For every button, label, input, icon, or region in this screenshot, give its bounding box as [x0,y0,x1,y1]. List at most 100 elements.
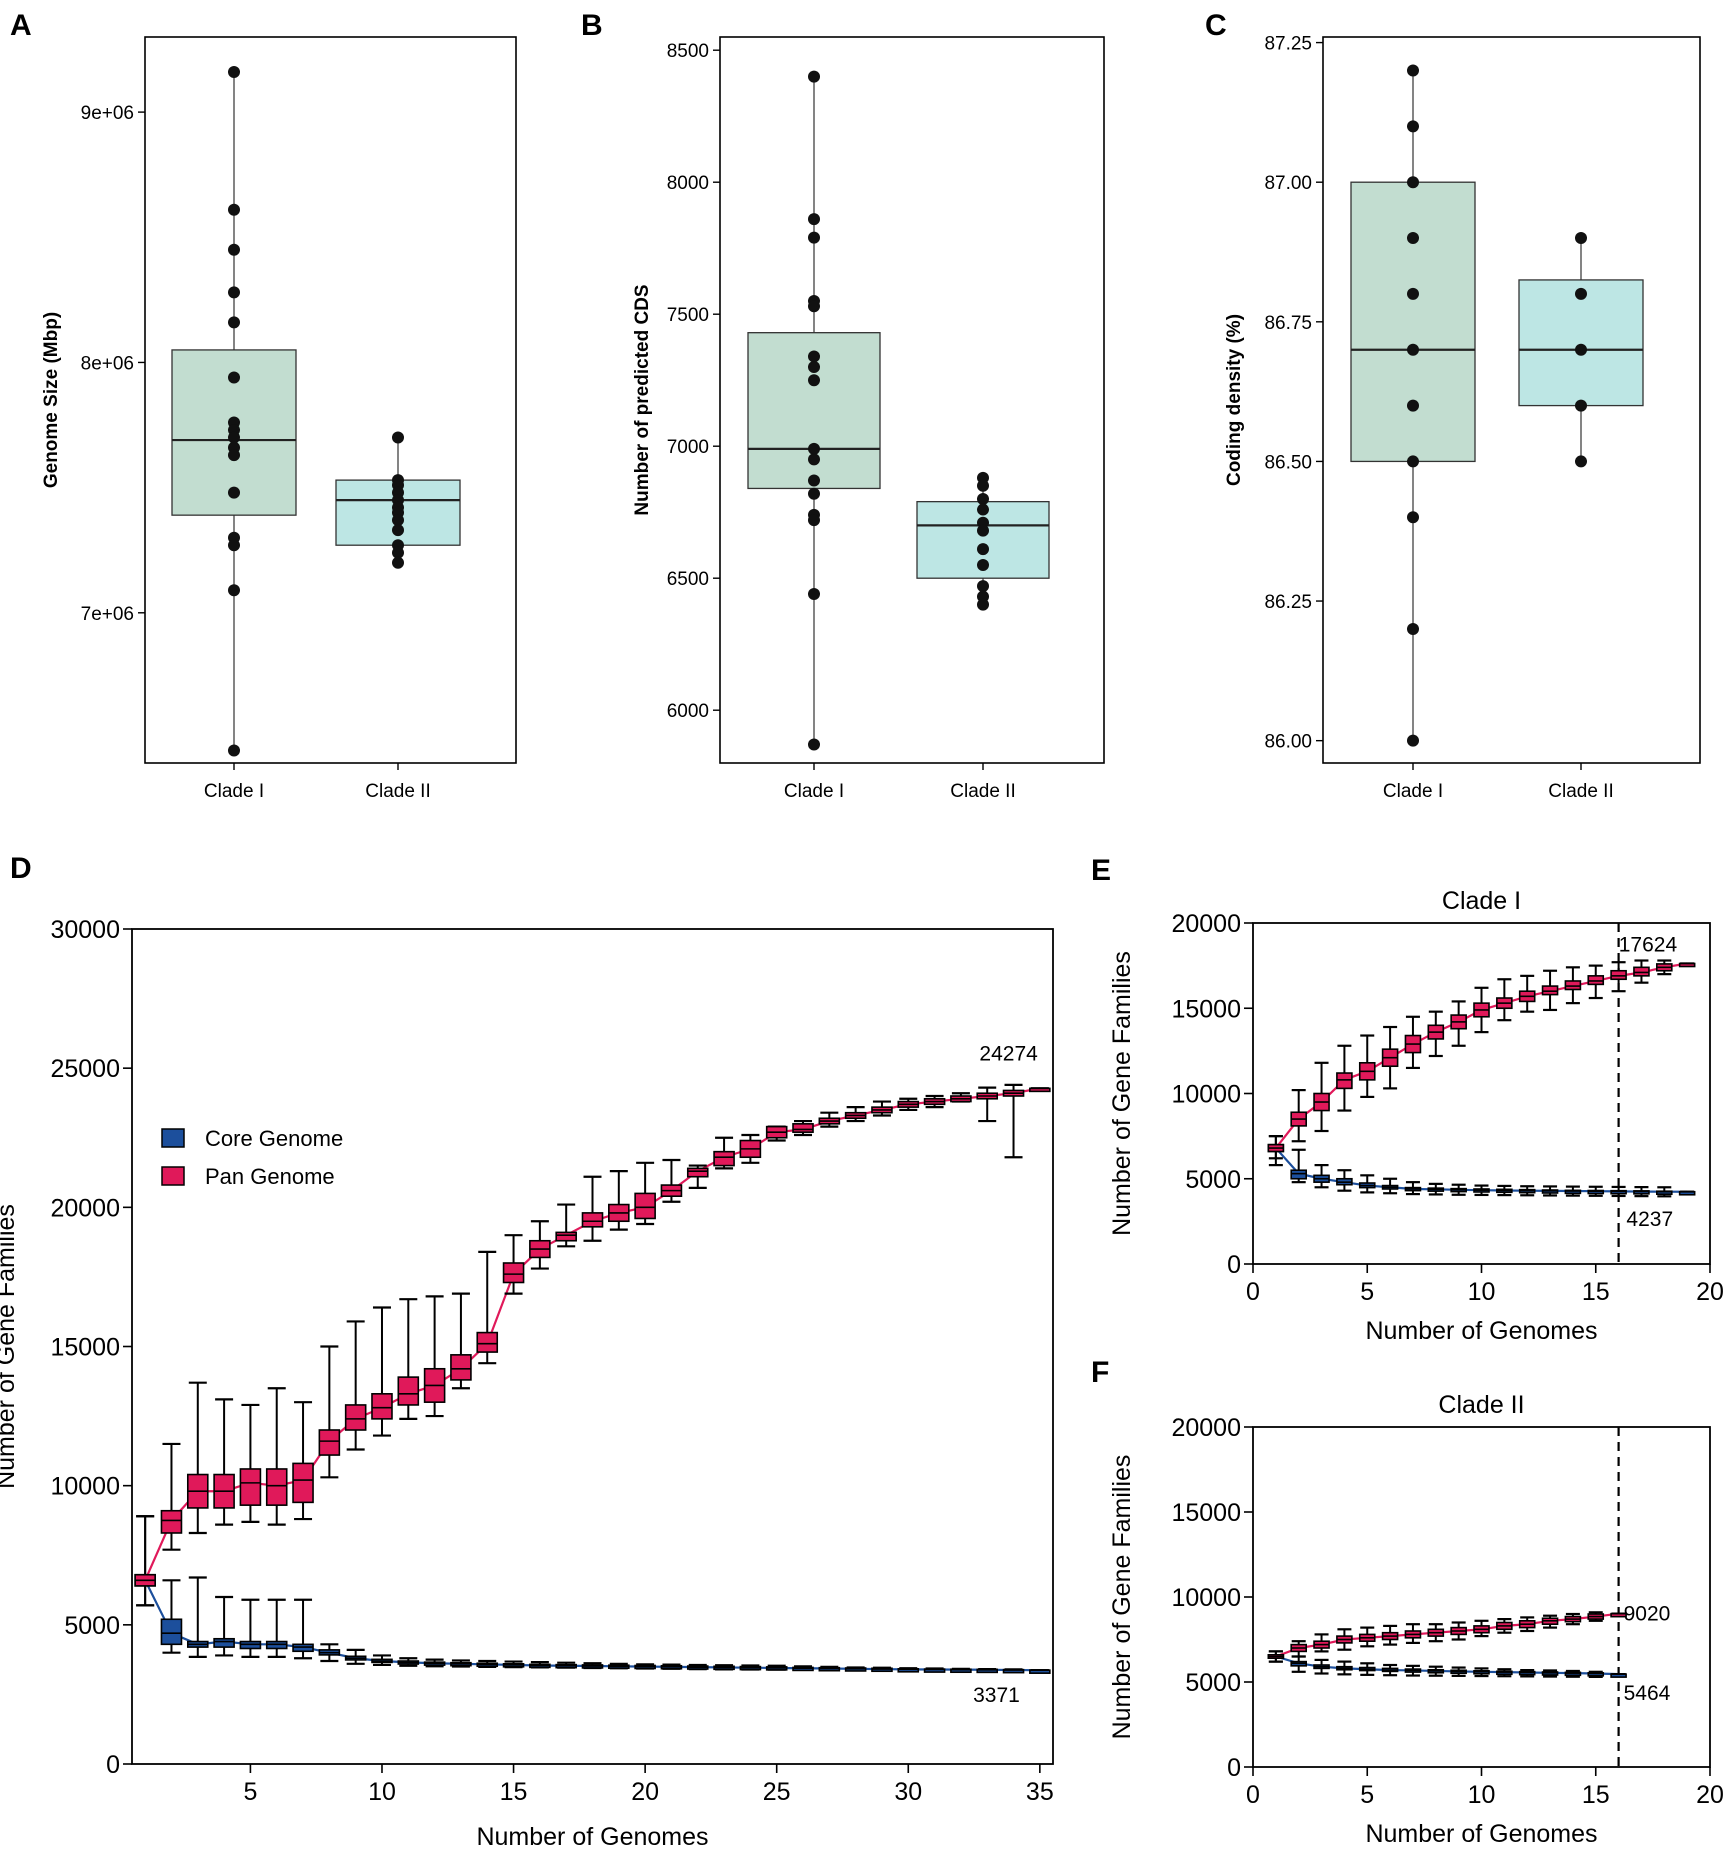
data-point [808,738,820,751]
x-axis-title: Number of Genomes [476,1823,708,1851]
data-point [1407,176,1419,189]
y-axis-title: Genome Size (Mbp) [41,312,62,488]
y-tick-label: 87.00 [1264,173,1312,194]
data-point [808,213,820,226]
x-tick-label: 10 [1468,1781,1496,1809]
pan-final-annotation: 24274 [979,1042,1038,1065]
y-tick-label: 86.00 [1264,732,1312,753]
iqr-box [581,1212,604,1228]
x-tick-label: Clade II [365,781,430,802]
iqr-box [265,1468,288,1506]
y-tick-label: 0 [106,1751,120,1779]
y-tick-label: 6000 [667,701,709,722]
panel-title: Clade I [1442,887,1521,915]
x-tick-label: 10 [1468,1278,1496,1306]
data-point [808,70,820,83]
y-axis-title: Coding density (%) [1224,314,1245,486]
y-tick-label: 6500 [667,569,709,590]
panel-label: F [1091,1356,1109,1389]
panel-label: E [1091,854,1111,887]
y-tick-label: 8e+06 [81,353,134,374]
iqr-box [450,1354,472,1381]
iqr-box [634,1192,656,1220]
x-tick-label: 15 [500,1778,528,1806]
data-point [1575,343,1587,356]
x-axis-title: Number of Genomes [1365,1820,1597,1848]
iqr-box [344,1404,367,1431]
iqr-box [713,1150,735,1167]
series-line [1275,1612,1619,1658]
x-tick-label: 20 [1696,1781,1724,1809]
data-point [228,584,240,597]
data-point [977,493,989,505]
panel-e: E Clade I 0 5000 10000 15000 20000 0 5 10 15 20 Numb… [1091,854,1724,1345]
y-tick-label: 20000 [50,1194,120,1222]
panel-title: Clade II [1438,1391,1524,1419]
series-line [144,1087,1041,1581]
iqr-box [1564,980,1582,991]
data-point [977,524,989,537]
x-tick-label: 35 [1026,1778,1054,1806]
pan-genome-series [1267,959,1696,1160]
iqr-box [318,1429,341,1456]
y-tick-label: 86.75 [1264,313,1312,334]
x-tick-label: 15 [1582,1278,1610,1306]
data-point [228,449,240,462]
x-tick-label: 5 [1360,1781,1374,1809]
y-axis-title: Number of Gene Families [1108,951,1136,1236]
data-point [228,539,240,552]
data-point [808,350,820,363]
y-tick-label: 87.25 [1264,34,1312,55]
core-final-annotation: 4237 [1626,1208,1673,1231]
plot-frame [131,928,1054,1765]
y-tick-label: 20000 [1171,1414,1241,1442]
data-point [977,559,989,571]
data-point [808,442,820,455]
y-tick-label: 10000 [1171,1081,1241,1109]
data-point [1575,232,1587,245]
y-tick-label: 0 [1227,1754,1241,1782]
x-tick-label: 5 [1360,1278,1374,1306]
y-tick-label: 25000 [50,1055,120,1083]
plot-frame [1322,36,1701,764]
core-genome-series [134,1515,1051,1674]
iqr-box [1587,975,1605,986]
data-point [977,479,989,492]
x-tick-label: 15 [1582,1781,1610,1809]
data-point [1407,232,1419,245]
y-tick-label: 5000 [1185,1166,1241,1194]
iqr-box [160,1509,183,1534]
data-point [228,66,240,79]
x-tick-label: 30 [894,1778,922,1806]
data-point [1407,511,1419,524]
data-point [977,503,989,516]
y-tick-label: 5000 [1185,1669,1241,1697]
data-point [808,487,820,500]
iqr-box [686,1167,709,1178]
iqr-box [239,1468,262,1506]
data-point [1407,64,1419,77]
pan-genome-series [134,1083,1051,1607]
y-tick-label: 10000 [50,1473,120,1501]
y-tick-label: 15000 [1171,995,1241,1023]
data-point [1407,455,1419,468]
panel-a: A 7e+06 8e+06 9e+06 Genome Size (Mbp) Clade I… [10,9,517,802]
x-axis-title: Number of Genomes [1365,1317,1597,1345]
x-tick-label: Clade I [784,781,844,802]
data-point [808,588,820,601]
data-point [228,371,240,384]
panel-b: B 6000 6500 7000 7500 8000 8500 Number of predi… [581,9,1105,802]
data-point [392,514,404,527]
iqr-box [1336,1072,1353,1090]
data-point [228,286,240,299]
data-point [808,514,820,527]
panel-d: D 0 5000 10000 15000 20000 25000 30000 5 10 15 20 25… [0,852,1054,1851]
y-tick-label: 9e+06 [81,103,134,124]
y-tick-label: 8500 [667,41,709,62]
iqr-box [555,1231,577,1242]
y-tick-label: 30000 [50,916,120,944]
x-tick-label: 10 [368,1778,396,1806]
data-point [977,580,989,593]
y-tick-label: 20000 [1171,910,1241,938]
